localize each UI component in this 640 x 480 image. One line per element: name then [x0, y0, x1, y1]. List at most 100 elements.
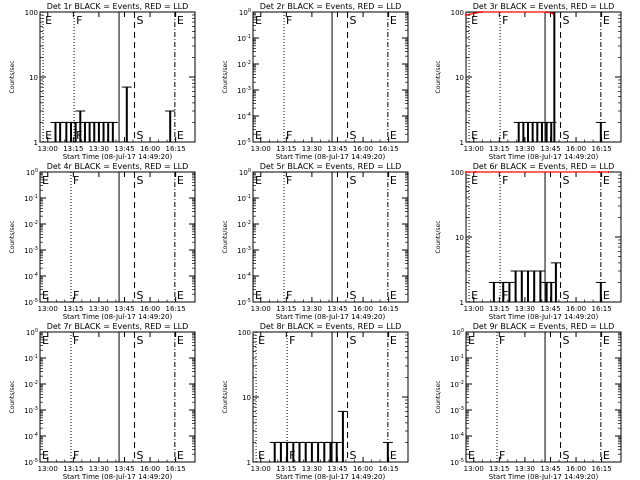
marker-label-top-F: F: [502, 174, 508, 187]
event-bar: [74, 122, 77, 142]
marker-label-top-S: S: [350, 174, 357, 187]
x-tick-label: 16:00: [353, 145, 373, 153]
event-bar: [335, 442, 338, 462]
marker-label-top-E: E: [177, 334, 184, 347]
marker-label-top-S: S: [563, 14, 570, 27]
y-tick-label: 1: [460, 139, 464, 147]
event-bar: [273, 442, 276, 462]
marker-label-top-S: S: [350, 334, 357, 347]
panel-title: Det 3r BLACK = Events, RED = LLD: [473, 2, 615, 11]
marker-label-top-E: E: [177, 14, 184, 27]
x-axis-label: Start Time (08-Jul-17 14:49:20): [63, 473, 173, 480]
event-bar: [550, 122, 553, 142]
x-tick-label: 13:15: [489, 465, 509, 473]
y-tick-label: 1: [34, 139, 38, 147]
x-tick-label: 13:00: [38, 145, 58, 153]
y-tick-label: 10-1: [24, 194, 38, 203]
x-axis-label: Start Time (08-Jul-17 14:49:20): [276, 473, 386, 480]
x-tick-label: 13:45: [327, 465, 347, 473]
marker-label-bottom-E: E: [42, 289, 49, 302]
marker-label-bottom-S: S: [563, 449, 570, 462]
marker-label-top-E: E: [471, 14, 478, 27]
y-tick-label: 10-2: [450, 380, 464, 389]
x-axis-label: Start Time (08-Jul-17 14:49:20): [276, 313, 386, 321]
event-bar: [59, 122, 62, 142]
marker-label-bottom-S: S: [137, 449, 144, 462]
x-tick-label: 16:15: [379, 305, 399, 313]
event-bar: [304, 442, 307, 462]
x-tick-label: 16:00: [140, 305, 160, 313]
y-axis-label: Counts/sec: [9, 220, 16, 253]
marker-label-bottom-E: E: [390, 449, 397, 462]
event-bar: [492, 282, 495, 302]
marker-label-top-E: E: [603, 174, 610, 187]
x-tick-label: 13:15: [63, 465, 83, 473]
marker-label-top-F: F: [73, 174, 79, 187]
y-tick-label: 100: [451, 9, 464, 17]
x-tick-label: 16:15: [166, 465, 186, 473]
marker-label-top-F: F: [73, 334, 79, 347]
panel-title: Det 4r BLACK = Events, RED = LLD: [47, 162, 189, 171]
marker-label-bottom-S: S: [563, 289, 570, 302]
y-axis-label: Counts/sec: [222, 380, 229, 413]
marker-label-top-E: E: [390, 334, 397, 347]
event-bar: [531, 122, 534, 142]
marker-label-bottom-F: F: [289, 449, 295, 462]
event-bar: [508, 282, 511, 302]
marker-label-bottom-F: F: [76, 129, 82, 142]
marker-label-bottom-F: F: [502, 289, 508, 302]
event-bar: [545, 282, 548, 302]
x-tick-label: 13:00: [251, 145, 271, 153]
marker-label-bottom-E: E: [603, 289, 610, 302]
event-bar: [310, 442, 313, 462]
marker-label-bottom-S: S: [350, 449, 357, 462]
marker-label-bottom-E: E: [177, 289, 184, 302]
marker-label-top-E: E: [255, 174, 262, 187]
x-tick-label: 13:15: [276, 145, 296, 153]
x-tick-label: 13:00: [251, 305, 271, 313]
marker-label-bottom-F: F: [73, 449, 79, 462]
detector-panel-6: Det 6r BLACK = Events, RED = LLD 1 10 100 13…: [435, 162, 622, 321]
marker-label-top-E: E: [390, 174, 397, 187]
x-axis-label: Start Time (08-Jul-17 14:49:20): [489, 473, 599, 480]
event-bar: [70, 122, 72, 142]
marker-label-top-F: F: [502, 14, 508, 27]
marker-label-bottom-F: F: [73, 289, 79, 302]
marker-label-bottom-E: E: [258, 449, 265, 462]
lld-point: [472, 12, 475, 15]
x-axis-label: Start Time (08-Jul-17 14:49:20): [63, 153, 173, 161]
marker-label-bottom-E: E: [603, 129, 610, 142]
event-bar: [545, 122, 548, 142]
y-axis-label: Counts/sec: [9, 60, 16, 93]
lld-point: [474, 171, 477, 173]
marker-label-bottom-S: S: [563, 129, 570, 142]
detector-panel-2: Det 2r BLACK = Events, RED = LLD 10-5 10-4…: [222, 2, 409, 161]
y-tick-label: 10-1: [450, 354, 464, 363]
event-bar: [329, 442, 332, 462]
panel-title: Det 8r BLACK = Events, RED = LLD: [260, 322, 402, 331]
event-bar: [54, 122, 57, 142]
x-tick-label: 13:15: [276, 305, 296, 313]
x-tick-label: 13:45: [540, 145, 560, 153]
x-tick-label: 13:30: [89, 465, 109, 473]
lld-point: [545, 11, 548, 13]
x-tick-label: 13:15: [276, 465, 296, 473]
event-bar: [599, 122, 602, 142]
x-tick-label: 13:15: [489, 145, 509, 153]
marker-label-bottom-E: E: [603, 449, 610, 462]
event-bar: [517, 122, 520, 142]
y-tick-label: 10: [455, 74, 464, 82]
y-tick-label: 10-4: [24, 432, 38, 441]
marker-label-top-E: E: [471, 174, 478, 187]
detector-panel-4: Det 4r BLACK = Events, RED = LLD 10-5 10-4…: [9, 162, 196, 321]
y-tick-label: 10-2: [24, 220, 38, 229]
marker-label-top-S: S: [137, 14, 144, 27]
x-tick-label: 13:45: [327, 145, 347, 153]
lld-point: [598, 171, 601, 173]
plot-frame: [252, 171, 409, 303]
marker-label-top-E: E: [177, 174, 184, 187]
event-bar: [279, 442, 282, 462]
x-tick-label: 13:45: [540, 305, 560, 313]
lld-point: [465, 171, 467, 173]
detector-panel-1: Det 1r BLACK = Events, RED = LLD 1 10 100 13…: [9, 2, 196, 161]
